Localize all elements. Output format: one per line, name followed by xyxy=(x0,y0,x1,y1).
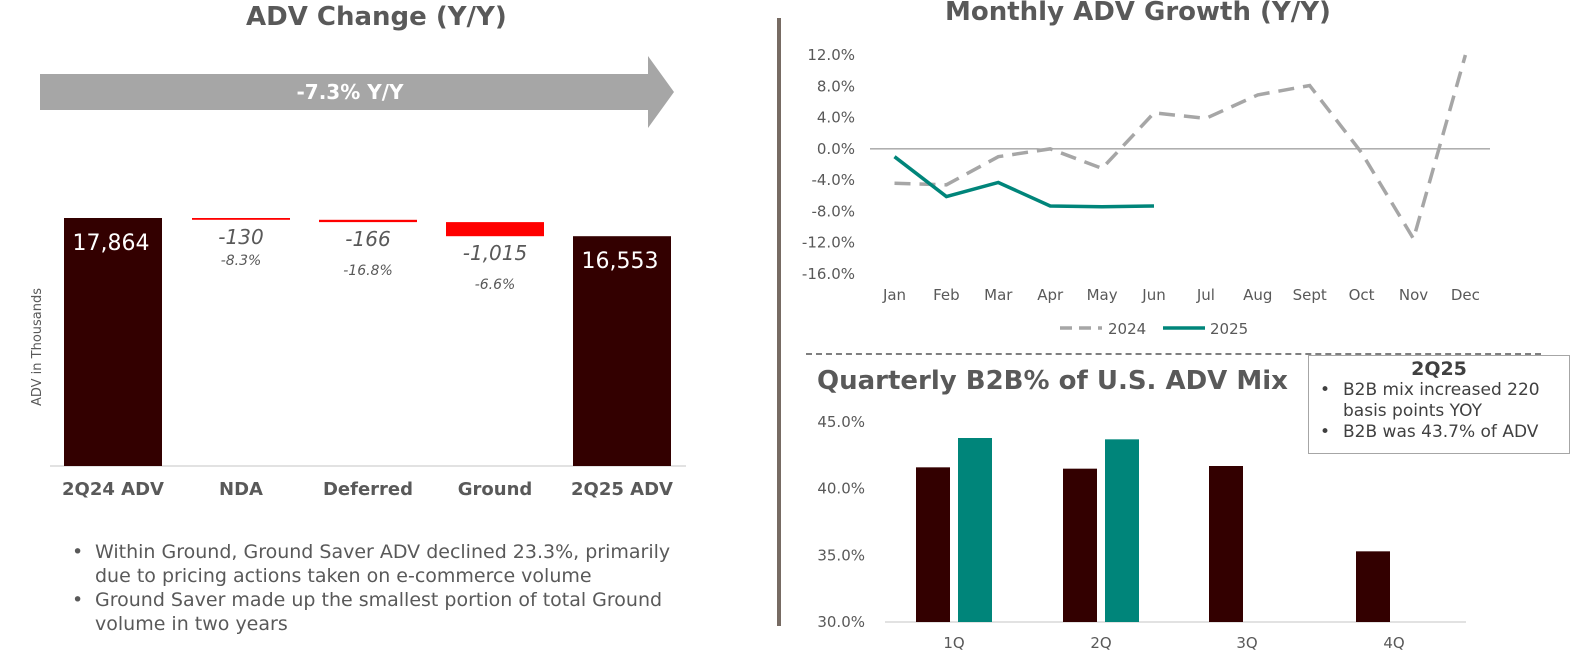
y-axis-label: ADV in Thousands xyxy=(30,288,45,406)
waterfall-chart: ADV in Thousands 17,864 2Q24 ADV -130 -8.3% N… xyxy=(30,218,686,500)
waterfall-bar xyxy=(573,236,671,466)
waterfall-bar xyxy=(446,222,544,237)
x-tick-label: Feb xyxy=(933,286,960,304)
x-tick-label: Dec xyxy=(1451,286,1480,304)
x-tick-label: Jul xyxy=(1196,286,1215,304)
y-tick-label: 30.0% xyxy=(817,613,865,631)
y-tick-label: 0.0% xyxy=(817,140,855,158)
y-tick-label: -12.0% xyxy=(802,234,855,252)
x-tick-label: Sept xyxy=(1293,286,1327,304)
bar-pct-label: -16.8% xyxy=(343,263,393,279)
b2b-mix-title: Quarterly B2B% of U.S. ADV Mix xyxy=(817,366,1288,396)
b2b-mix-chart: 45.0% 40.0% 35.0% 30.0% 1Q 2Q 3Q 4Q xyxy=(817,413,1466,652)
waterfall-bar xyxy=(64,218,162,466)
legend-label-2025: 2025 xyxy=(1210,320,1248,338)
b2b-bar xyxy=(1356,551,1390,622)
category-label: 2Q24 ADV xyxy=(62,479,164,500)
callout-header: 2Q25 xyxy=(1411,358,1467,380)
category-label: 2Q25 ADV xyxy=(571,479,673,500)
x-tick-label: Jun xyxy=(1141,286,1165,304)
x-tick-label: Nov xyxy=(1399,286,1428,304)
left-bullets: Within Ground, Ground Saver ADV declined… xyxy=(70,540,710,636)
bar-value-label: 16,553 xyxy=(582,249,659,274)
vertical-divider xyxy=(777,18,781,626)
b2b-bar xyxy=(1209,466,1243,622)
y-tick-label: -8.0% xyxy=(811,202,855,220)
bar-pct-label: -8.3% xyxy=(221,253,262,269)
y-tick-label: 4.0% xyxy=(817,109,855,127)
b2b-bar xyxy=(1105,439,1139,622)
yoy-arrow: -7.3% Y/Y xyxy=(40,56,674,128)
monthly-growth-chart: 12.0% 8.0% 4.0% 0.0% -4.0% -8.0% -12.0% -16.0% J… xyxy=(802,46,1490,338)
adv-change-title: ADV Change (Y/Y) xyxy=(246,2,507,32)
x-tick-label: Apr xyxy=(1037,286,1064,304)
arrow-shape xyxy=(40,56,674,128)
legend-label-2024: 2024 xyxy=(1108,320,1146,338)
y-tick-label: 40.0% xyxy=(817,480,865,498)
category-label: Deferred xyxy=(323,479,413,500)
callout-bullet: B2B was 43.7% of ADV xyxy=(1309,422,1569,443)
x-tick-label: 1Q xyxy=(943,634,964,652)
b2b-bar xyxy=(1063,468,1097,622)
dashed-separator xyxy=(806,353,1541,355)
bullet-item: Within Ground, Ground Saver ADV declined… xyxy=(70,540,710,588)
b2b-bar xyxy=(958,438,992,622)
x-tick-label: 4Q xyxy=(1383,634,1404,652)
y-tick-label: -4.0% xyxy=(811,171,855,189)
waterfall-bar xyxy=(319,219,417,223)
category-label: Ground xyxy=(458,479,533,500)
x-tick-label: 3Q xyxy=(1236,634,1257,652)
x-tick-label: Mar xyxy=(984,286,1013,304)
series-line-2024 xyxy=(894,54,1468,244)
bar-value-label: -166 xyxy=(345,227,390,251)
bar-value-label: -1,015 xyxy=(463,241,527,265)
category-label: NDA xyxy=(219,479,263,500)
x-tick-label: Jan xyxy=(882,286,906,304)
waterfall-bar xyxy=(192,218,290,220)
x-tick-label: 2Q xyxy=(1090,634,1111,652)
bar-value-label: -130 xyxy=(218,225,263,249)
series-line-2025 xyxy=(893,155,1155,209)
arrow-label: -7.3% Y/Y xyxy=(296,80,404,104)
x-tick-label: May xyxy=(1087,286,1118,304)
x-tick-label: Aug xyxy=(1243,286,1272,304)
y-tick-label: 45.0% xyxy=(817,413,865,431)
monthly-growth-title: Monthly ADV Growth (Y/Y) xyxy=(945,0,1331,27)
y-tick-label: -16.0% xyxy=(802,265,855,283)
b2b-callout: 2Q25 B2B mix increased 220 basis points … xyxy=(1308,355,1570,454)
y-tick-label: 8.0% xyxy=(817,77,855,95)
y-tick-label: 35.0% xyxy=(817,546,865,564)
b2b-bar xyxy=(916,467,950,622)
y-tick-label: 12.0% xyxy=(807,46,855,64)
bar-pct-label: -6.6% xyxy=(475,277,516,293)
callout-bullet: B2B mix increased 220 basis points YOY xyxy=(1309,380,1569,422)
bar-value-label: 17,864 xyxy=(73,231,150,256)
bullet-item: Ground Saver made up the smallest portio… xyxy=(70,588,710,636)
x-tick-label: Oct xyxy=(1349,286,1375,304)
